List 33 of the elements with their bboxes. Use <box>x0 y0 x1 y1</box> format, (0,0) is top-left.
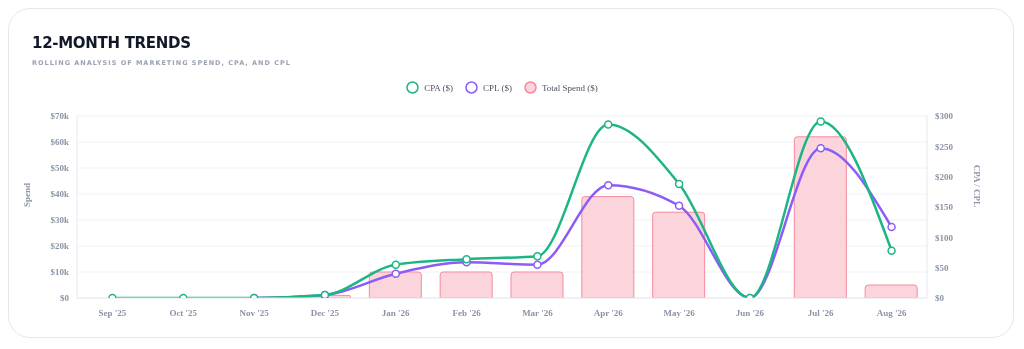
y2-axis-title: CPA / CPL <box>971 164 982 207</box>
x-tick-label: Feb '26 <box>452 308 482 319</box>
y2-tick-label: $50 <box>935 262 949 273</box>
x-tick-label: Jan '26 <box>381 308 411 319</box>
x-tick-label: Jun '26 <box>735 308 765 319</box>
y-tick-label: $20k <box>50 241 69 252</box>
legend-label: Total Spend ($) <box>542 82 598 93</box>
x-tick-label: Oct '25 <box>169 308 198 319</box>
x-tick-label: Mar '26 <box>522 308 554 319</box>
x-tick-label: Nov '25 <box>239 308 270 319</box>
y2-tick-label: $250 <box>935 141 954 152</box>
y2-tick-label: $0 <box>935 293 945 304</box>
y-tick-label: $40k <box>50 189 69 200</box>
y-tick-label: $60k <box>50 137 69 148</box>
x-tick-label: Apr '26 <box>593 308 624 319</box>
chart-title: 12-MONTH TRENDS <box>32 34 191 52</box>
x-tick-label: Jul '26 <box>807 308 835 319</box>
y-tick-label: $70k <box>50 111 69 122</box>
y2-tick-label: $300 <box>935 111 954 122</box>
x-tick-label: May '26 <box>663 308 696 319</box>
y-axis-title: Spend <box>22 182 33 207</box>
legend-label: CPL ($) <box>483 82 512 93</box>
legend-label: CPA ($) <box>424 82 454 93</box>
y-tick-label: $10k <box>50 267 69 278</box>
y-tick-label: $50k <box>50 163 69 174</box>
x-tick-label: Aug '26 <box>876 308 907 319</box>
y2-tick-label: $200 <box>935 171 954 182</box>
y-tick-label: $30k <box>50 215 69 226</box>
x-tick-label: Sep '25 <box>98 308 127 319</box>
y2-tick-label: $150 <box>935 202 954 213</box>
x-tick-label: Dec '25 <box>310 308 340 319</box>
y2-tick-label: $100 <box>935 232 954 243</box>
y-tick-label: $0 <box>60 293 70 304</box>
